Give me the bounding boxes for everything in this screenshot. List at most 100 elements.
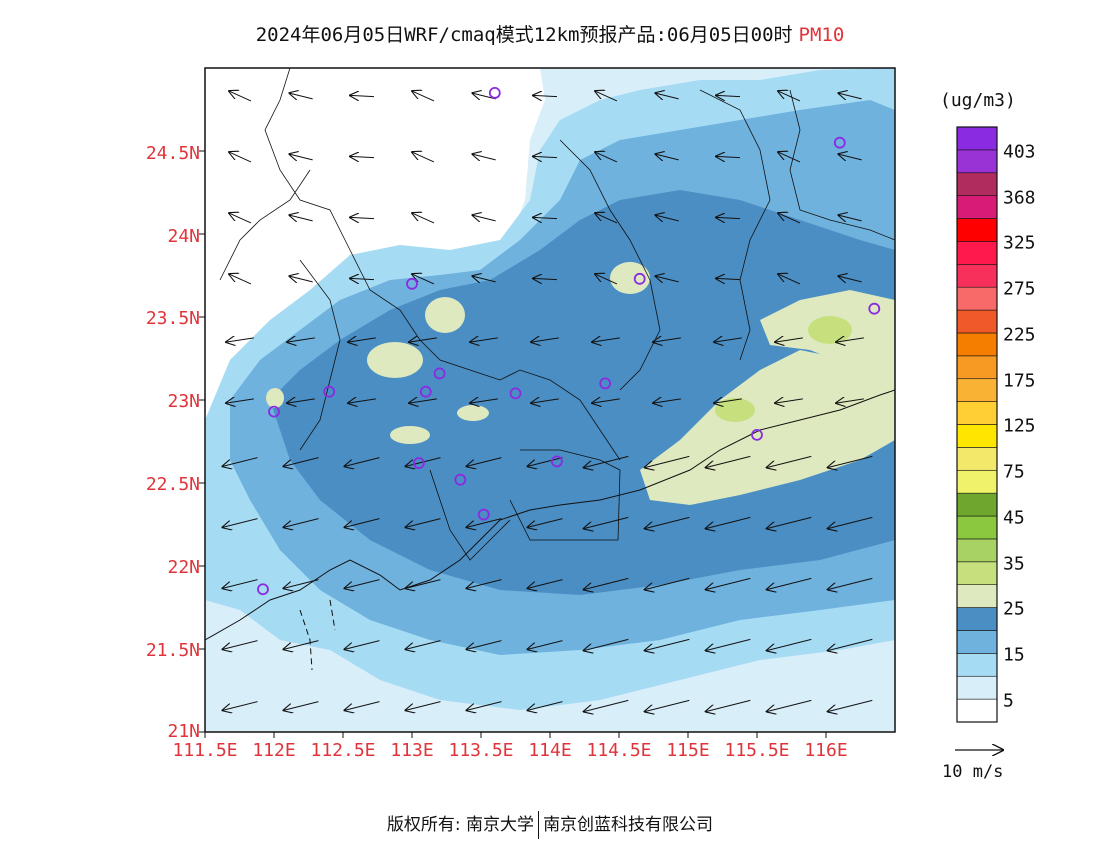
- field-level-25-35-g: [457, 405, 489, 421]
- wind-vector-arrow: [472, 215, 496, 221]
- wind-vector-arrow: [223, 518, 258, 528]
- wind-vector-arrow: [284, 518, 319, 528]
- legend-color-swatch: [956, 172, 998, 196]
- wind-vector-arrow: [348, 399, 376, 403]
- boundary-b: [559, 139, 661, 391]
- wind-vector-arrow: [229, 152, 252, 163]
- wind-vector-arrow: [706, 699, 751, 711]
- wind-vector-arrow: [226, 338, 254, 342]
- wind-vector-arrow: [775, 399, 803, 403]
- legend-color-swatch: [956, 149, 998, 174]
- legend-color-swatch: [956, 447, 998, 471]
- wind-vector-arrow: [467, 579, 502, 589]
- wind-vector-arrow: [706, 455, 751, 467]
- legend-color-swatch: [956, 630, 998, 654]
- wind-vector-arrow: [595, 213, 618, 224]
- wind-vector-arrow: [645, 699, 690, 711]
- wind-vector-arrow: [531, 338, 559, 342]
- lat-tick-label: 24.5N: [145, 143, 200, 164]
- legend-color-swatch: [956, 584, 998, 608]
- wind-vector-arrow: [714, 399, 742, 403]
- wind-vector-arrow: [828, 699, 873, 711]
- wind-vector-arrow: [595, 91, 618, 102]
- wind-vector-arrow: [595, 152, 618, 163]
- monitoring-station-marker: [488, 87, 501, 99]
- wind-vector-arrow: [467, 518, 502, 528]
- monitoring-station-marker: [509, 387, 522, 400]
- legend-level-label: 225: [1003, 324, 1036, 346]
- wind-vector-arrow: [528, 640, 563, 650]
- wind-vector-arrow: [289, 276, 313, 282]
- wind-vector-arrow: [706, 516, 751, 528]
- field-level-25-35-e: [367, 342, 423, 378]
- lat-tick-label: 22.5N: [145, 474, 200, 495]
- wind-vector-arrow: [778, 91, 801, 102]
- wind-reference-label: 10 m/s: [942, 762, 1004, 782]
- wind-vector-arrow: [778, 274, 801, 285]
- wind-vector-arrow: [350, 217, 375, 218]
- wind-vector-arrow: [406, 701, 441, 711]
- lon-tick-label: 112.5E: [310, 740, 376, 761]
- monitoring-station-marker: [412, 457, 425, 469]
- wind-vector-arrow: [350, 156, 375, 157]
- wind-vector-arrow: [406, 640, 441, 650]
- wind-vector-arrow: [287, 399, 315, 403]
- wind-vector-arrow: [533, 217, 558, 218]
- wind-vector-arrow: [406, 579, 441, 589]
- wind-vector-arrow: [655, 154, 679, 160]
- wind-vector-arrow: [345, 701, 380, 711]
- legend-color-swatch: [956, 675, 998, 700]
- wind-vector-arrow: [412, 274, 435, 285]
- wind-vector-arrow: [412, 213, 435, 224]
- color-legend-bar: [956, 126, 998, 723]
- wind-vector-arrow: [767, 577, 812, 589]
- legend-color-swatch: [956, 538, 998, 563]
- wind-vector-arrow: [653, 338, 681, 342]
- boundary-g: [429, 469, 511, 561]
- monitoring-station-marker: [268, 405, 280, 418]
- wind-vector-arrow: [345, 640, 380, 650]
- legend-level-label: 368: [1003, 187, 1036, 209]
- wind-vector-arrow: [584, 516, 629, 528]
- wind-vector-arrow: [828, 577, 873, 589]
- monitoring-station-marker: [257, 583, 269, 596]
- monitoring-station-marker: [433, 367, 446, 380]
- wind-vector-arrow: [467, 640, 502, 650]
- title-species: PM10: [798, 24, 845, 46]
- wind-vector-arrow: [533, 156, 558, 157]
- legend-color-swatch: [956, 561, 998, 585]
- wind-vector-arrow: [528, 518, 563, 528]
- chart-title: 2024年06月05日WRF/cmaq模式12km预报产品:06月05日00时 P…: [0, 20, 1100, 47]
- lon-tick-label: 113.5E: [448, 740, 514, 761]
- wind-vector-arrow: [595, 274, 618, 285]
- station-markers: [257, 87, 881, 596]
- wind-vector-arrow: [767, 638, 812, 650]
- lon-tick-label: 111.5E: [172, 740, 238, 761]
- wind-vector-arrow: [592, 399, 620, 403]
- wind-vector-arrow: [229, 274, 252, 285]
- wind-vector-arrow: [531, 399, 559, 403]
- legend-level-label: 275: [1003, 278, 1036, 300]
- legend-color-swatch: [956, 378, 998, 402]
- wind-vector-arrow: [348, 338, 376, 342]
- wind-vector-arrow: [716, 217, 741, 218]
- wind-vector-arrow: [767, 699, 812, 711]
- wind-vector-arrow: [528, 457, 563, 467]
- boundary-d: [789, 89, 895, 241]
- wind-vector-arrow: [778, 213, 801, 224]
- field-level-25-35-h: [266, 388, 284, 408]
- boundary-e: [219, 169, 311, 281]
- wind-vector-arrow: [533, 95, 558, 96]
- legend-color-swatch: [956, 355, 998, 380]
- legend-color-swatch: [956, 424, 998, 448]
- wind-vector-arrow: [223, 701, 258, 711]
- wind-vector-arrow: [838, 215, 862, 221]
- wind-vector-arrow: [345, 457, 380, 467]
- boundary-h: [509, 449, 621, 541]
- lon-tick-label: 114E: [528, 740, 572, 761]
- wind-vector-arrow: [470, 338, 498, 342]
- monitoring-station-marker: [477, 508, 490, 521]
- boundary-c: [699, 89, 771, 361]
- legend-color-swatch: [956, 492, 998, 517]
- wind-vector-arrow: [284, 640, 319, 650]
